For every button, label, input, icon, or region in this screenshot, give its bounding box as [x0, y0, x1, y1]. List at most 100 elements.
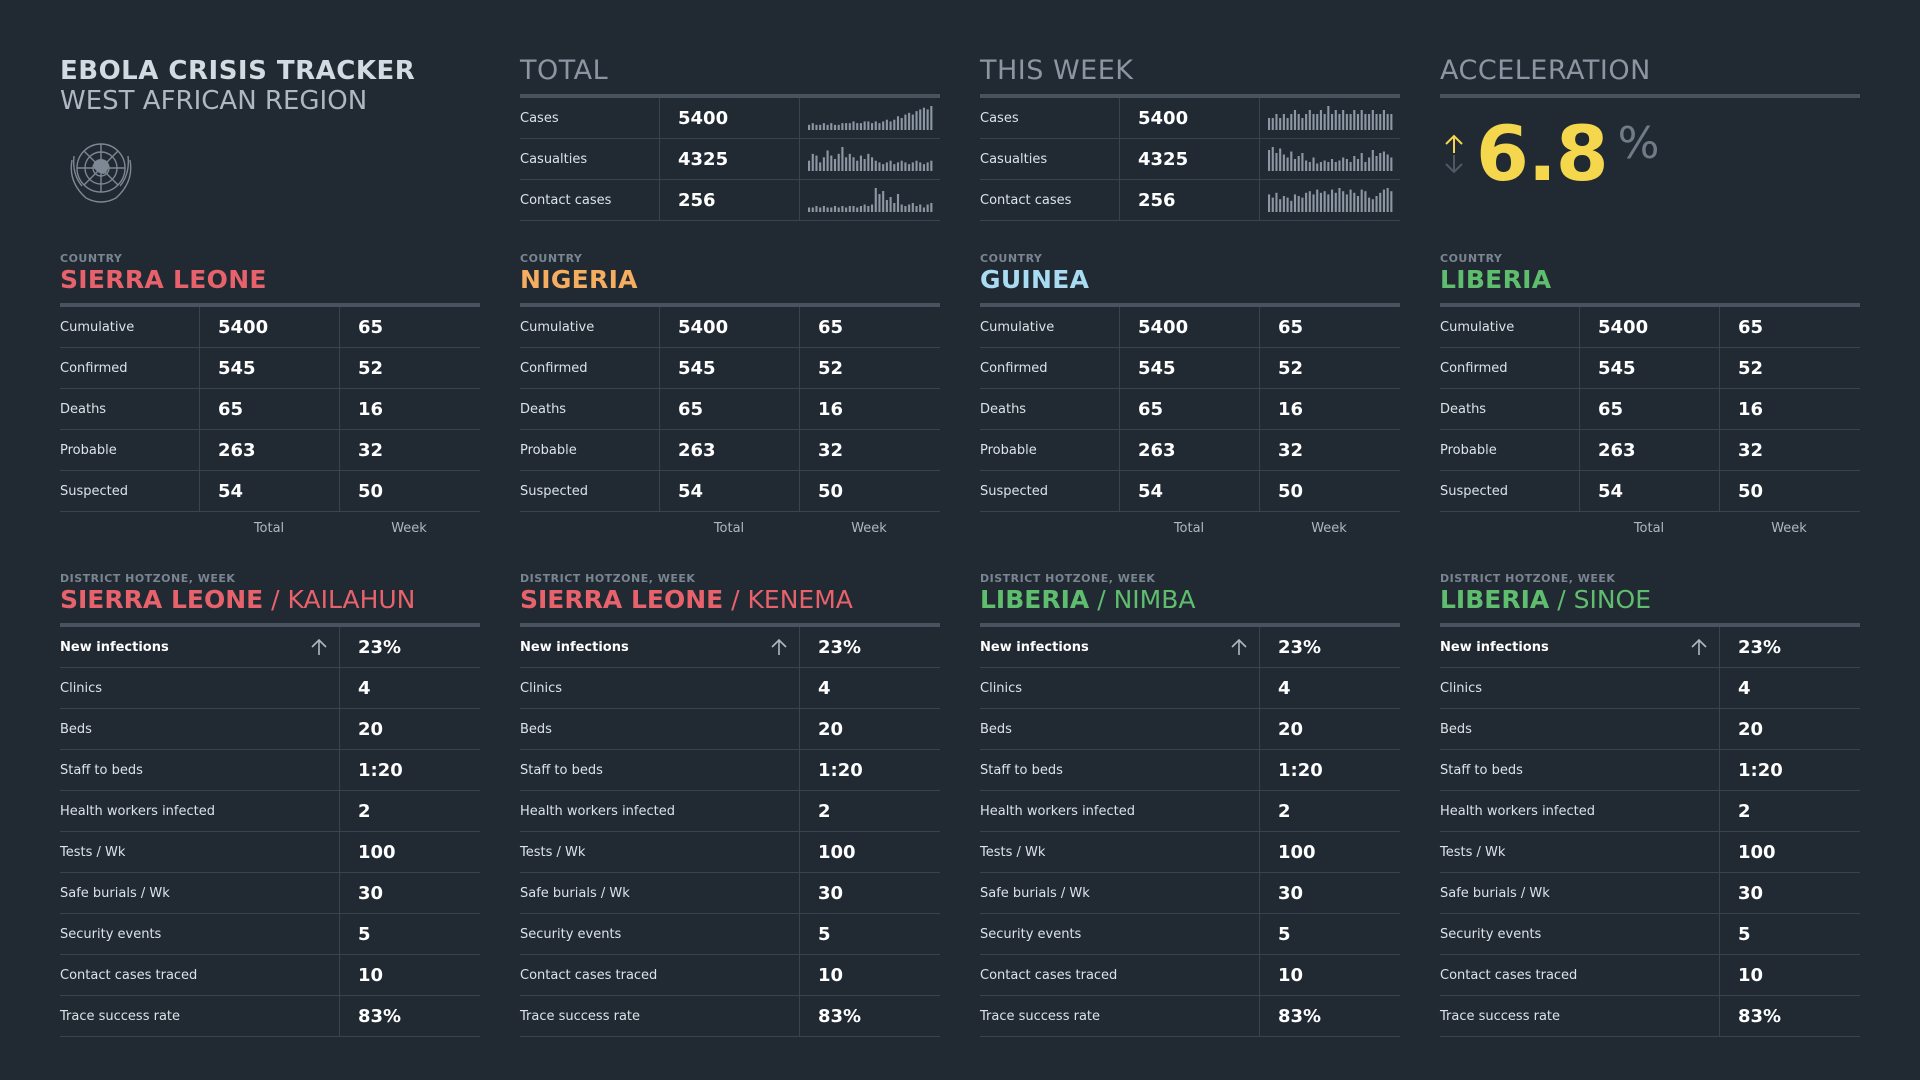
sparkline-bar	[811, 207, 814, 212]
week-value: 65	[358, 316, 384, 338]
sparkline-bar	[1271, 197, 1274, 212]
sparkline-bar	[889, 160, 892, 171]
row-label-cell: Clinics	[980, 668, 1260, 708]
sparkline-bar	[1327, 194, 1330, 212]
sparkline-bar	[852, 206, 855, 212]
district-panel: DISTRICT HOTZONE, WEEK LIBERIA / SINOE N…	[1440, 572, 1860, 1037]
sparkline-bar	[1342, 191, 1345, 212]
row-label: Trace success rate	[1440, 1008, 1561, 1024]
country-caption: COUNTRY	[980, 252, 1043, 265]
sparkline-bar	[1390, 114, 1393, 130]
sparkline-bar	[1282, 196, 1285, 212]
sparkline-bar	[1301, 118, 1304, 130]
country-panel: COUNTRY NIGERIA Cumulative 5400 65 Confirm…	[520, 252, 940, 544]
sparkline	[808, 188, 933, 212]
week-value: 52	[1738, 357, 1764, 379]
row-label: Confirmed	[1440, 348, 1580, 388]
sparkline-bar	[1319, 162, 1322, 171]
sparkline-bar	[1390, 191, 1393, 212]
sparkline-bar	[1312, 194, 1315, 212]
row-value: 83%	[1738, 1005, 1782, 1027]
total-value: 65	[1580, 389, 1720, 429]
sparkline-bar	[904, 206, 907, 212]
sparkline-bar	[1275, 114, 1278, 130]
sparkline-bar	[1334, 192, 1337, 212]
table-row: Probable 263 32	[520, 430, 940, 471]
table-row: Probable 263 32	[980, 430, 1400, 471]
week-value: 52	[1278, 357, 1304, 379]
sparkline-bar	[1312, 157, 1315, 171]
table-row: Beds 20	[60, 709, 480, 750]
row-label-cell: Contact cases traced	[520, 955, 800, 995]
sparkline-bar	[1379, 192, 1382, 212]
row-label: Security events	[60, 926, 162, 942]
week-column-header: Week	[851, 520, 887, 536]
row-label: Contact cases traced	[980, 967, 1118, 983]
row-value: 20	[818, 718, 844, 740]
sparkline-bar	[1301, 153, 1304, 171]
total-value: 5400	[1120, 307, 1260, 347]
total-value: 263	[200, 430, 340, 470]
district-panel: DISTRICT HOTZONE, WEEK SIERRA LEONE / KA…	[60, 572, 480, 1037]
table-footer: Total Week	[60, 512, 480, 544]
country-name: NIGERIA	[520, 265, 638, 294]
row-label: Deaths	[60, 389, 200, 429]
district-country: LIBERIA	[1440, 585, 1550, 614]
row-label: Suspected	[520, 471, 660, 511]
row-label: Probable	[980, 430, 1120, 470]
sparkline-bar	[893, 119, 896, 130]
sparkline-bar	[1342, 110, 1345, 130]
divider	[520, 94, 940, 98]
table-row: Staff to beds 1:20	[1440, 750, 1860, 791]
table-row: Security events 5	[60, 914, 480, 955]
sparkline-bar	[856, 123, 859, 130]
row-label: Clinics	[980, 680, 1023, 696]
sparkline-bar	[833, 206, 837, 212]
row-label: Suspected	[60, 471, 200, 511]
sparkline-bar	[1345, 114, 1348, 130]
sparkline-bar	[878, 194, 881, 212]
table-row: Trace success rate 83%	[60, 996, 480, 1037]
district-panel: DISTRICT HOTZONE, WEEK SIERRA LEONE / KE…	[520, 572, 940, 1037]
row-label: Confirmed	[520, 348, 660, 388]
table-row: Security events 5	[520, 914, 940, 955]
row-label: Staff to beds	[980, 762, 1063, 778]
sparkline-bar	[1331, 114, 1334, 130]
table-row: Confirmed 545 52	[980, 348, 1400, 389]
total-value: 545	[1120, 348, 1260, 388]
sparkline-bar	[919, 109, 922, 130]
sparkline-bar	[1268, 150, 1271, 171]
sparkline-bar	[1353, 156, 1356, 171]
table-row: Safe burials / Wk 30	[520, 873, 940, 914]
row-label: Contact cases traced	[1440, 967, 1578, 983]
country-name: SIERRA LEONE	[60, 265, 267, 294]
sparkline-bar	[819, 207, 822, 212]
sparkline-bar	[874, 188, 877, 212]
sparkline-bar	[845, 207, 848, 212]
row-value: 4	[1278, 677, 1291, 699]
week-value: 65	[818, 316, 844, 338]
sparkline-bar	[1338, 114, 1341, 130]
sparkline-bar	[1375, 156, 1378, 171]
district-name: NIMBA	[1113, 585, 1196, 614]
row-label: Contact cases traced	[520, 967, 658, 983]
table-row: Cumulative 5400 65	[1440, 307, 1860, 348]
table-row: Staff to beds 1:20	[980, 750, 1400, 791]
total-value: 65	[1120, 389, 1260, 429]
row-value: 10	[818, 964, 844, 986]
table-row: Contact cases traced 10	[520, 955, 940, 996]
row-label-cell: New infections	[1440, 627, 1720, 667]
total-value: 263	[660, 430, 800, 470]
sparkline-bar	[1371, 199, 1374, 212]
table-row: Staff to beds 1:20	[60, 750, 480, 791]
sparkline-bar	[926, 162, 929, 171]
row-value: 100	[818, 841, 856, 863]
district-title: LIBERIA / NIMBA	[980, 585, 1400, 623]
sparkline-bar	[811, 123, 814, 130]
sparkline-bar	[1308, 110, 1311, 130]
row-value: 2	[818, 800, 831, 822]
row-label: New infections	[980, 639, 1089, 655]
row-label: New infections	[520, 639, 629, 655]
row-label: Beds	[980, 721, 1012, 737]
row-label: Deaths	[1440, 389, 1580, 429]
